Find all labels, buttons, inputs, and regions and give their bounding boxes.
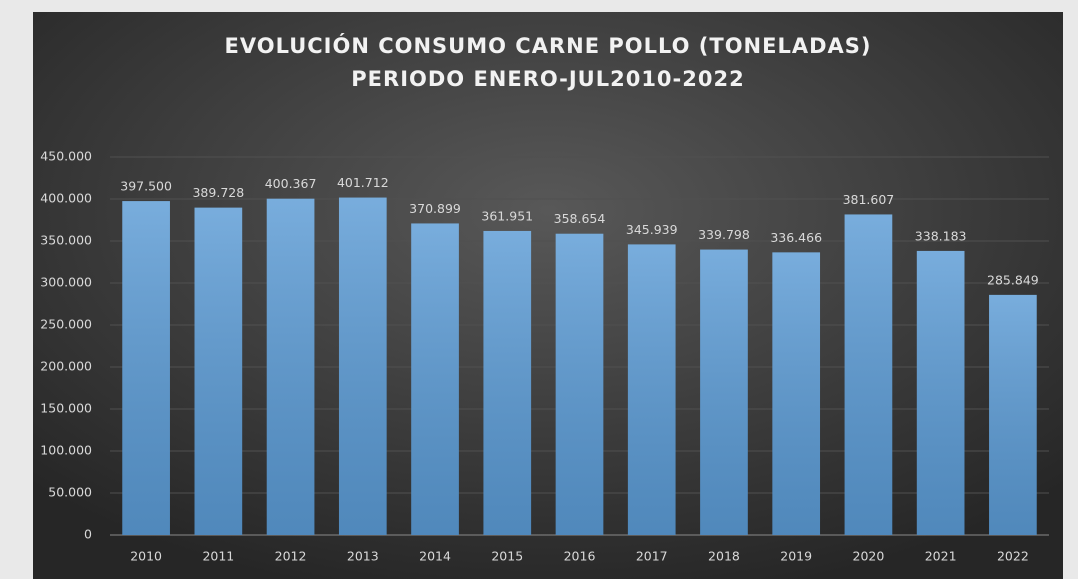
data-label: 285.849 xyxy=(987,272,1039,287)
chart-background xyxy=(33,12,1063,579)
data-label: 339.798 xyxy=(698,227,750,242)
y-tick-label: 50.000 xyxy=(48,485,92,500)
bar xyxy=(555,233,604,535)
bar xyxy=(266,198,315,536)
bar xyxy=(411,223,459,536)
data-label: 381.607 xyxy=(843,192,895,207)
bar xyxy=(338,197,387,535)
chart-subtitle: PERIODO ENERO-JUL2010-2022 xyxy=(351,67,744,91)
data-label: 370.899 xyxy=(409,201,461,216)
data-label: 400.367 xyxy=(265,176,317,191)
y-tick-label: 350.000 xyxy=(40,233,92,248)
y-tick-label: 250.000 xyxy=(40,317,92,332)
x-tick-label: 2022 xyxy=(997,549,1029,564)
data-label: 345.939 xyxy=(626,222,678,237)
data-label: 358.654 xyxy=(554,211,606,226)
x-tick-label: 2013 xyxy=(347,549,379,564)
bar xyxy=(122,201,170,535)
y-tick-label: 100.000 xyxy=(40,443,92,458)
data-label: 389.728 xyxy=(192,185,244,200)
x-tick-label: 2014 xyxy=(419,549,451,564)
data-label: 397.500 xyxy=(120,179,172,194)
y-tick-label: 400.000 xyxy=(40,191,92,206)
data-label: 401.712 xyxy=(337,175,389,190)
bar xyxy=(700,249,748,535)
bar xyxy=(627,244,676,535)
y-tick-label: 150.000 xyxy=(40,401,92,416)
x-tick-label: 2018 xyxy=(708,549,740,564)
x-tick-label: 2015 xyxy=(491,549,523,564)
data-label: 336.466 xyxy=(770,230,822,245)
y-tick-label: 450.000 xyxy=(40,149,92,164)
x-tick-label: 2012 xyxy=(275,549,307,564)
bar xyxy=(844,214,893,535)
x-tick-label: 2016 xyxy=(564,549,596,564)
x-tick-label: 2017 xyxy=(636,549,668,564)
x-tick-label: 2020 xyxy=(853,549,885,564)
y-tick-label: 0 xyxy=(84,527,92,542)
bar xyxy=(989,294,1037,535)
x-tick-label: 2011 xyxy=(202,549,234,564)
bar xyxy=(916,250,965,536)
y-tick-label: 200.000 xyxy=(40,359,92,374)
x-tick-label: 2010 xyxy=(130,549,162,564)
chart-title: EVOLUCIÓN CONSUMO CARNE POLLO (TONELADAS… xyxy=(224,33,871,58)
y-tick-label: 300.000 xyxy=(40,275,92,290)
x-tick-label: 2019 xyxy=(780,549,812,564)
data-label: 338.183 xyxy=(915,228,967,243)
bar xyxy=(483,230,532,535)
bar xyxy=(772,252,821,535)
data-label: 361.951 xyxy=(481,208,533,223)
x-tick-label: 2021 xyxy=(925,549,957,564)
bar xyxy=(194,207,243,535)
